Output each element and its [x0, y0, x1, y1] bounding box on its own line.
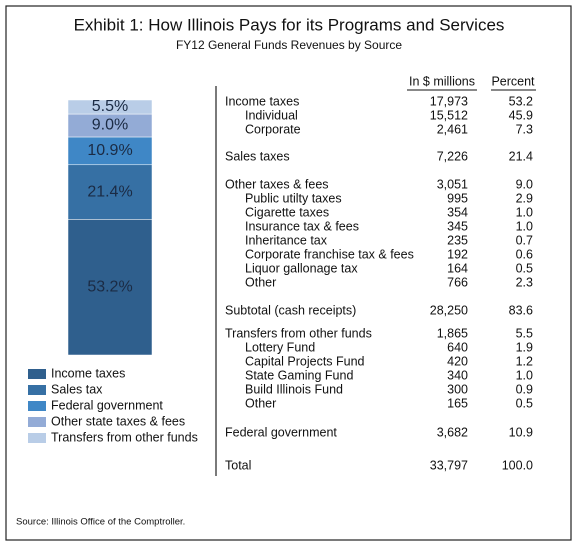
row-label: Transfers from other funds	[225, 326, 372, 340]
row-label: Capital Projects Fund	[245, 354, 365, 368]
row-label: Other taxes & fees	[225, 177, 329, 191]
row-percent: 1.0	[516, 205, 533, 219]
row-amount: 300	[447, 382, 468, 396]
row-label: Cigarette taxes	[245, 205, 329, 219]
legend-swatch	[28, 401, 46, 411]
legend-label: Federal government	[51, 398, 163, 412]
row-label: Federal government	[225, 425, 337, 439]
row-amount: 192	[447, 247, 468, 261]
row-amount: 7,226	[437, 149, 468, 163]
segment-label: 9.0%	[92, 117, 128, 134]
bar-segment	[67, 164, 153, 220]
row-label: Inheritance tax	[245, 233, 328, 247]
row-amount: 420	[447, 354, 468, 368]
segment-label: 21.4%	[87, 183, 132, 200]
row-percent: 21.4	[509, 149, 533, 163]
row-label: Other	[245, 275, 276, 289]
row-label: Corporate	[245, 122, 301, 136]
row-percent: 1.0	[516, 368, 533, 382]
row-percent: 83.6	[509, 303, 533, 317]
row-percent: 1.9	[516, 340, 533, 354]
row-label: Liquor gallonage tax	[245, 261, 358, 275]
bar-segment	[67, 136, 153, 166]
segment-label: 5.5%	[92, 98, 128, 115]
row-percent: 0.5	[516, 396, 533, 410]
row-amount: 2,461	[437, 122, 468, 136]
row-percent: 0.7	[516, 233, 533, 247]
legend-swatch	[28, 433, 46, 443]
row-amount: 33,797	[430, 458, 468, 472]
row-percent: 7.3	[516, 122, 533, 136]
row-percent: 2.3	[516, 275, 533, 289]
row-label: Sales taxes	[225, 149, 290, 163]
row-amount: 235	[447, 233, 468, 247]
row-amount: 17,973	[430, 94, 468, 108]
legend-swatch	[28, 369, 46, 379]
row-percent: 53.2	[509, 94, 533, 108]
row-amount: 345	[447, 219, 468, 233]
row-label: Subtotal (cash receipts)	[225, 303, 356, 317]
row-label: Individual	[245, 108, 298, 122]
row-percent: 0.5	[516, 261, 533, 275]
column-header: In $ millions	[409, 74, 475, 88]
row-amount: 640	[447, 340, 468, 354]
row-label: State Gaming Fund	[245, 368, 353, 382]
row-label: Public utilty taxes	[245, 191, 342, 205]
legend-label: Income taxes	[51, 366, 125, 380]
row-percent: 9.0	[516, 177, 533, 191]
row-percent: 0.9	[516, 382, 533, 396]
row-percent: 5.5	[516, 326, 533, 340]
legend-swatch	[28, 417, 46, 427]
source: Source: Illinois Office of the Comptroll…	[16, 517, 185, 528]
row-amount: 766	[447, 275, 468, 289]
row-amount: 354	[447, 205, 468, 219]
row-amount: 15,512	[430, 108, 468, 122]
row-percent: 100.0	[502, 458, 533, 472]
row-label: Build Illinois Fund	[245, 382, 343, 396]
row-amount: 995	[447, 191, 468, 205]
row-percent: 0.6	[516, 247, 533, 261]
row-label: Corporate franchise tax & fees	[245, 247, 414, 261]
legend-swatch	[28, 385, 46, 395]
segment-label: 53.2%	[87, 278, 132, 295]
row-amount: 3,051	[437, 177, 468, 191]
row-percent: 2.9	[516, 191, 533, 205]
row-percent: 10.9	[509, 425, 533, 439]
row-percent: 1.0	[516, 219, 533, 233]
row-amount: 1,865	[437, 326, 468, 340]
row-label: Insurance tax & fees	[245, 219, 359, 233]
row-label: Total	[225, 458, 251, 472]
legend-label: Sales tax	[51, 382, 103, 396]
segment-label: 10.9%	[87, 142, 132, 159]
legend-label: Transfers from other funds	[51, 430, 198, 444]
row-amount: 164	[447, 261, 468, 275]
row-amount: 3,682	[437, 425, 468, 439]
legend-label: Other state taxes & fees	[51, 414, 185, 428]
row-percent: 45.9	[509, 108, 533, 122]
row-percent: 1.2	[516, 354, 533, 368]
row-amount: 340	[447, 368, 468, 382]
chart-subtitle: FY12 General Funds Revenues by Source	[176, 38, 402, 52]
bar-segment	[67, 99, 153, 115]
bar-segment	[67, 219, 153, 356]
row-label: Other	[245, 396, 276, 410]
chart-title: Exhibit 1: How Illinois Pays for its Pro…	[74, 15, 505, 34]
row-label: Lottery Fund	[245, 340, 315, 354]
row-amount: 165	[447, 396, 468, 410]
column-header: Percent	[491, 74, 535, 88]
row-label: Income taxes	[225, 94, 299, 108]
row-amount: 28,250	[430, 303, 468, 317]
